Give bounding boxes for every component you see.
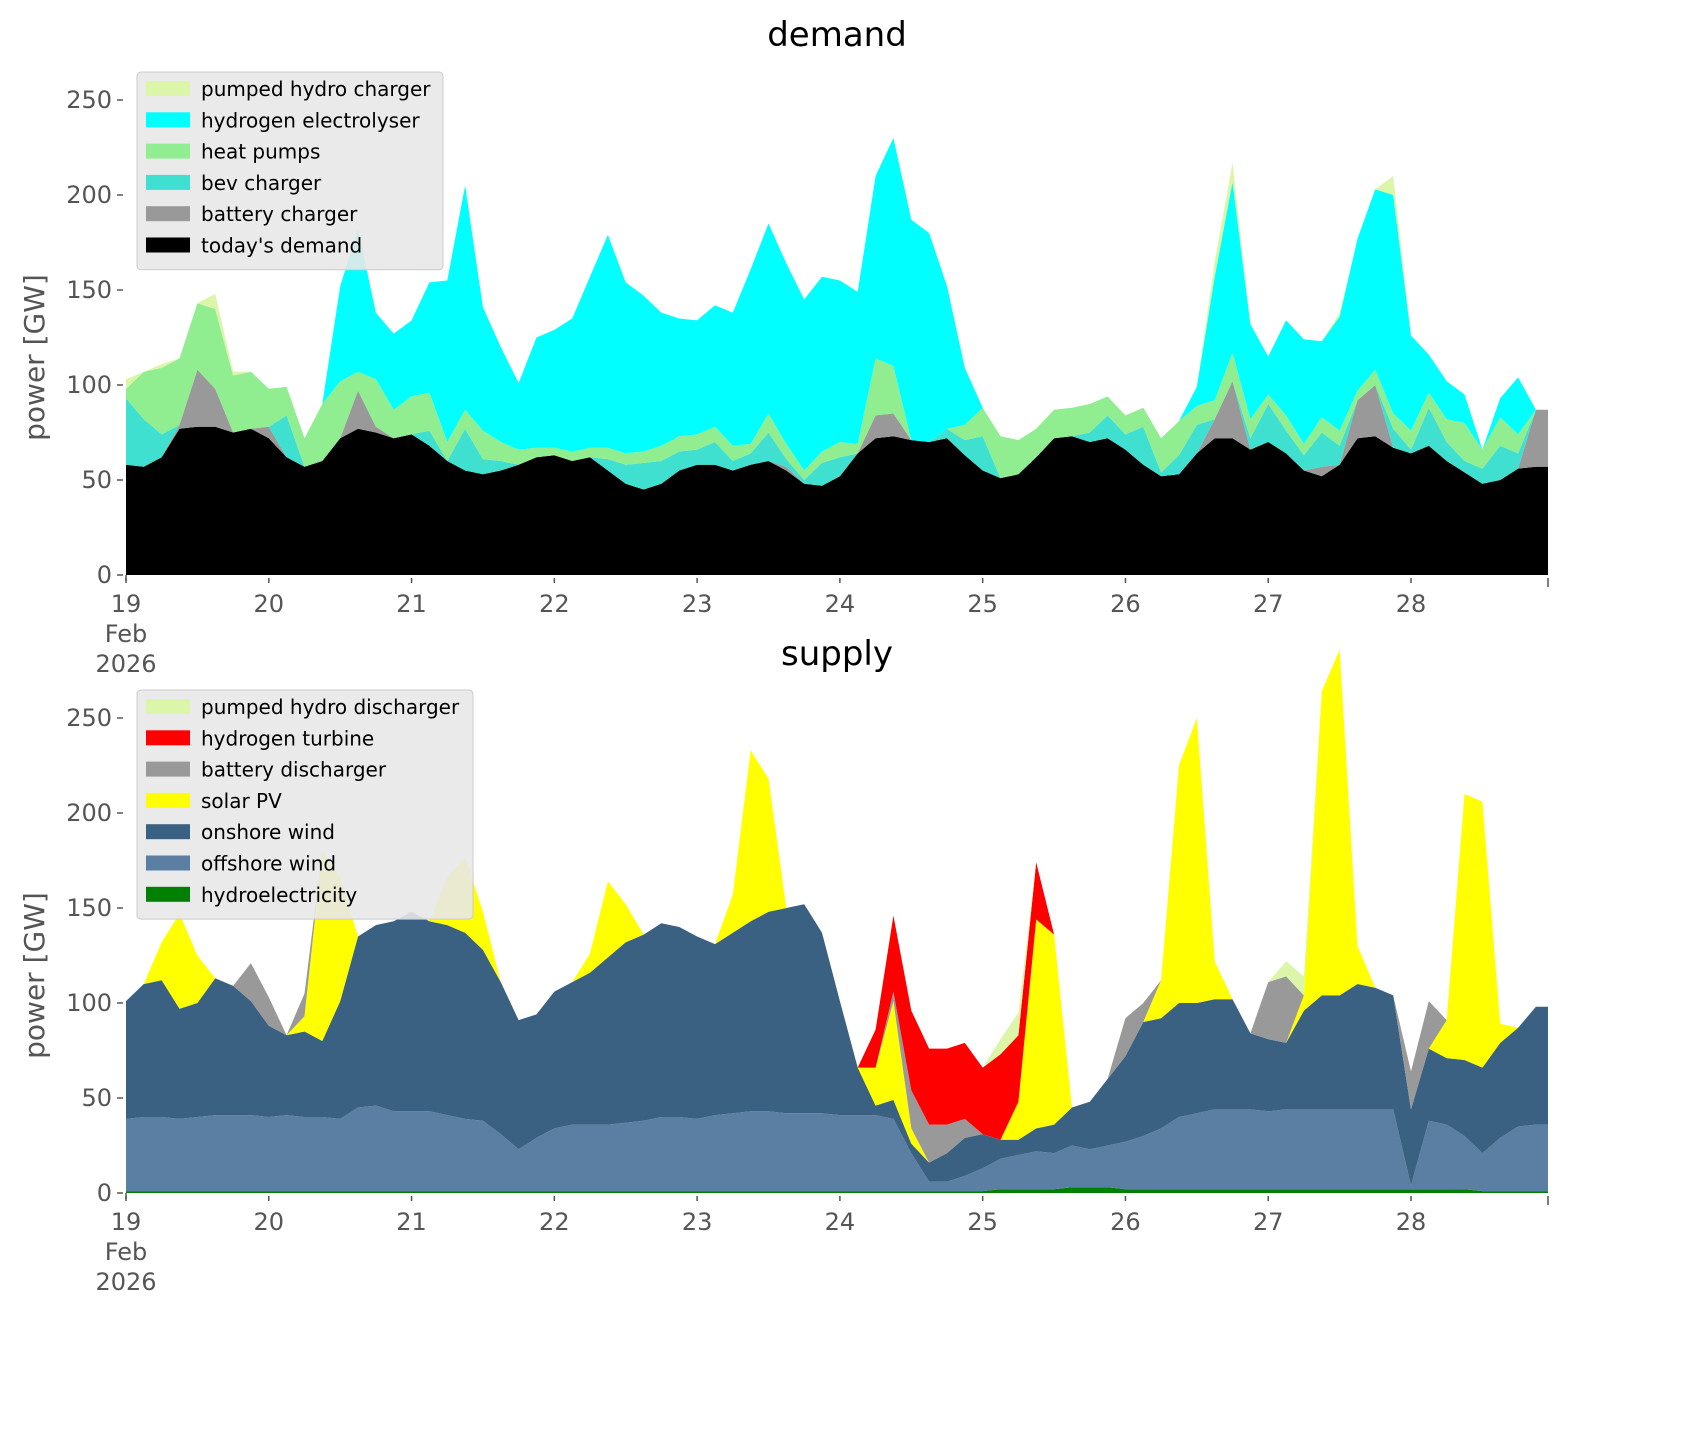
- legend-box: [136, 71, 444, 271]
- legend-swatch: [146, 730, 190, 746]
- x-tick-label: 19: [111, 1208, 142, 1236]
- x-tick-label: 25: [967, 1208, 998, 1236]
- legend-swatch: [146, 855, 190, 871]
- y-tick-label: 150: [66, 276, 112, 304]
- y-tick-label: 50: [81, 1084, 112, 1112]
- legend-label: solar PV: [201, 789, 282, 813]
- x-tick-label: 27: [1253, 1208, 1284, 1236]
- y-tick-label: 0: [97, 1179, 112, 1207]
- y-tick-label: 100: [66, 371, 112, 399]
- legend-swatch: [146, 237, 190, 253]
- legend-swatch: [146, 206, 190, 222]
- x-tick-label: 21: [396, 590, 427, 618]
- area-offshore-wind: [126, 1105, 1548, 1192]
- y-axis-label: power [GW]: [18, 892, 51, 1059]
- x-tick-label: 19: [111, 590, 142, 618]
- legend-label: pumped hydro charger: [201, 77, 431, 101]
- x-tick-label: 25: [967, 590, 998, 618]
- area-bev-charger: [126, 369, 1548, 490]
- area-solar-pv: [126, 649, 1548, 1163]
- legend-box: [136, 689, 474, 920]
- legend-label: battery charger: [201, 202, 358, 226]
- legend-label: hydrogen turbine: [201, 726, 374, 750]
- legend-swatch: [146, 886, 190, 902]
- legend-swatch: [146, 792, 190, 808]
- x-tick-label: 2026: [95, 1268, 156, 1296]
- y-tick-label: 0: [97, 561, 112, 589]
- y-tick-label: 200: [66, 799, 112, 827]
- area-hydrogen-electrolyser: [126, 138, 1548, 471]
- stacked-areas: [126, 138, 1548, 575]
- x-tick-label: 22: [539, 1208, 570, 1236]
- x-tick-label: Feb: [105, 620, 148, 648]
- legend-swatch: [146, 81, 190, 96]
- x-tick-label: 26: [1110, 590, 1141, 618]
- x-tick-label: 21: [396, 1208, 427, 1236]
- area-heat-pumps: [126, 303, 1548, 480]
- x-tick-label: 28: [1396, 590, 1427, 618]
- x-tick-label: 26: [1110, 1208, 1141, 1236]
- area-today-s-demand: [126, 426, 1548, 575]
- x-tick-label: 20: [254, 1208, 285, 1236]
- x-tick-label: 24: [825, 590, 856, 618]
- legend-swatch: [146, 112, 190, 128]
- y-tick-label: 250: [66, 704, 112, 732]
- legend-label: hydrogen electrolyser: [201, 108, 420, 132]
- stacked-areas: [126, 649, 1548, 1193]
- legend: pumped hydro charger hydrogen electrolyse…: [136, 71, 444, 271]
- x-tick-label: 20: [254, 590, 285, 618]
- legend-label: today's demand: [201, 234, 362, 258]
- legend-label: onshore wind: [201, 820, 335, 844]
- chart-title: supply: [781, 634, 893, 674]
- x-tick-label: 2026: [95, 650, 156, 678]
- legend-label: bev charger: [201, 171, 322, 195]
- y-axis: 0 50 100 150 200 250: [66, 86, 123, 589]
- legend-label: hydroelectricity: [201, 883, 357, 907]
- y-tick-label: 250: [66, 86, 112, 114]
- legend-swatch: [146, 143, 190, 159]
- area-hydroelectricity: [126, 1187, 1548, 1193]
- legend-label: battery discharger: [201, 758, 387, 782]
- legend-swatch: [146, 761, 190, 777]
- legend-swatch: [146, 699, 190, 714]
- y-tick-label: 100: [66, 989, 112, 1017]
- legend-label: offshore wind: [201, 852, 336, 876]
- y-axis-label: power [GW]: [18, 274, 51, 441]
- x-tick-label: 22: [539, 590, 570, 618]
- x-tick-label: 23: [682, 1208, 713, 1236]
- x-tick-label: 28: [1396, 1208, 1427, 1236]
- legend-label: heat pumps: [201, 140, 320, 164]
- y-axis: 0 50 100 150 200 250: [66, 704, 123, 1207]
- x-tick-label: 24: [825, 1208, 856, 1236]
- y-tick-label: 200: [66, 181, 112, 209]
- legend-swatch: [146, 174, 190, 190]
- x-tick-label: 23: [682, 590, 713, 618]
- y-tick-label: 50: [81, 466, 112, 494]
- area-onshore-wind: [126, 904, 1548, 1186]
- x-tick-label: 27: [1253, 590, 1284, 618]
- legend-label: pumped hydro discharger: [201, 695, 460, 719]
- legend-swatch: [146, 824, 190, 840]
- y-tick-label: 150: [66, 894, 112, 922]
- x-tick-label: Feb: [105, 1238, 148, 1266]
- chart-title: demand: [767, 15, 907, 55]
- legend: pumped hydro discharger hydrogen turbine b…: [136, 689, 474, 920]
